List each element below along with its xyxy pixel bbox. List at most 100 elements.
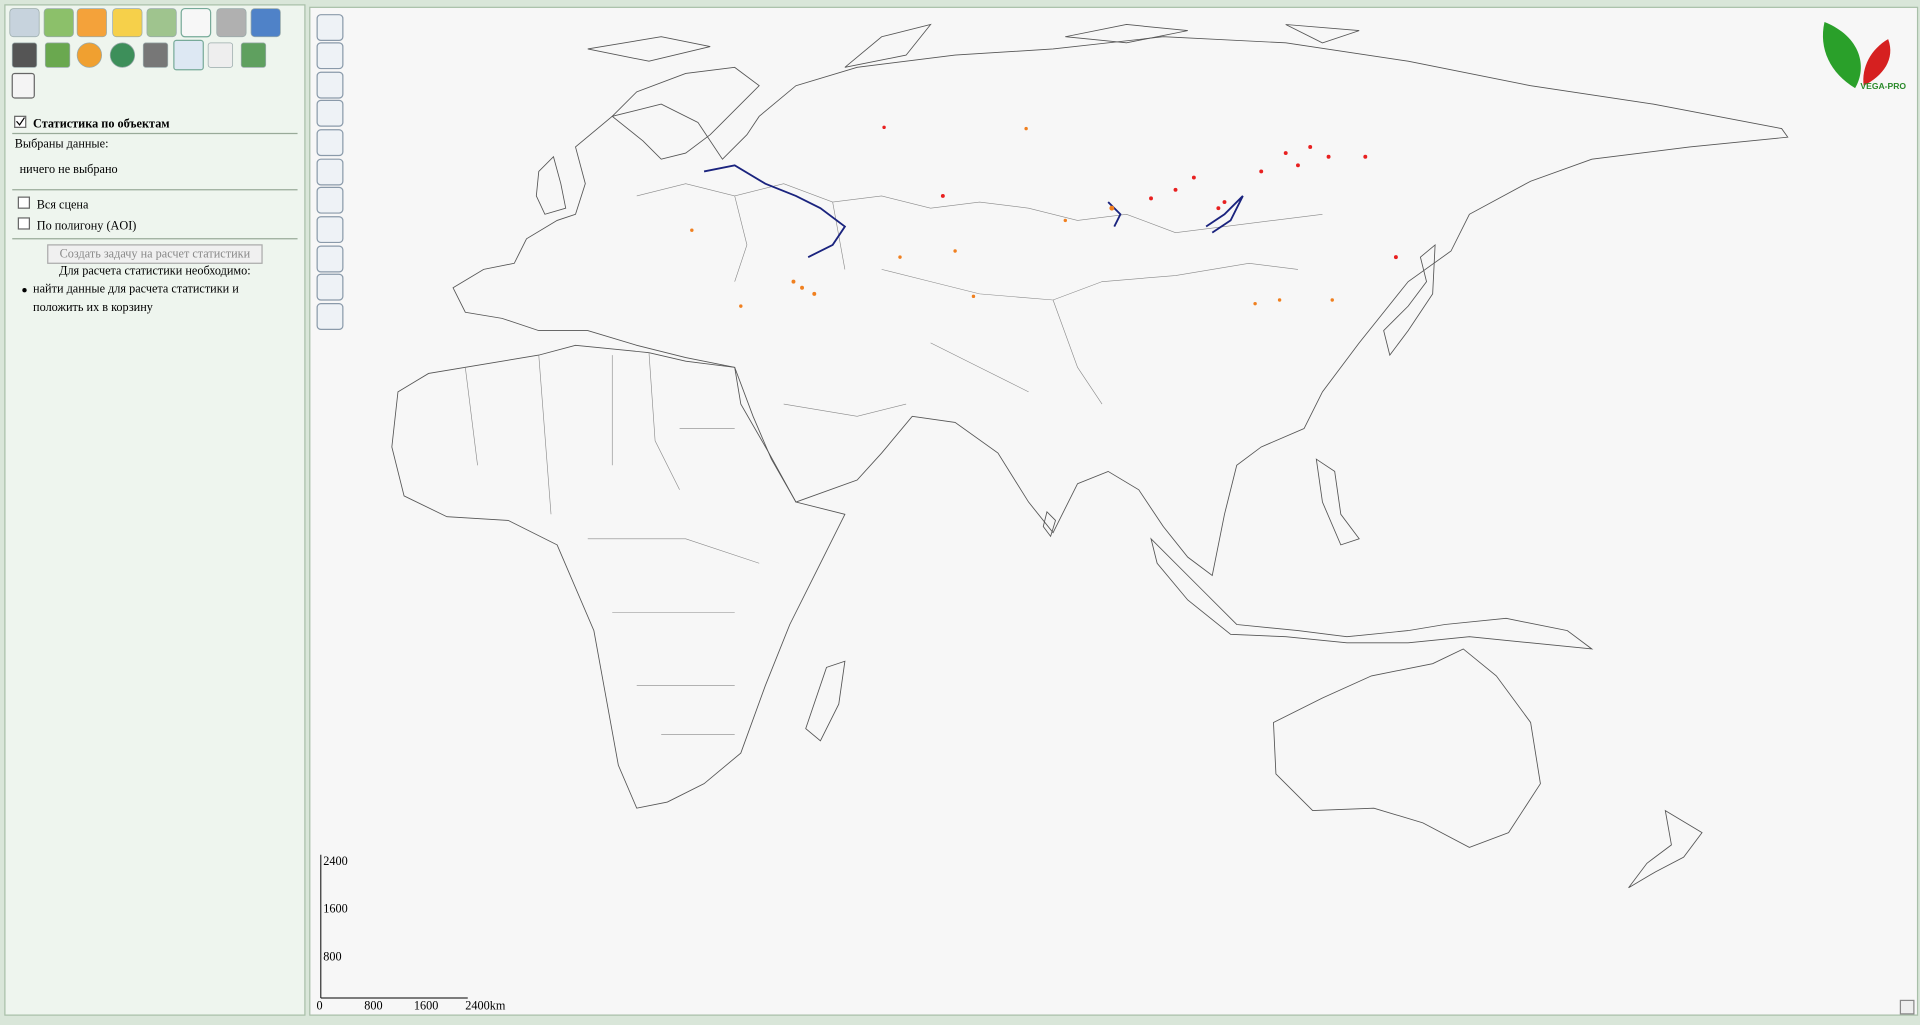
fire-point [882, 125, 886, 130]
scale-label: 1600 [414, 998, 438, 1012]
selected-label: Выбраны данные: [15, 136, 109, 150]
scandinavia [611, 66, 760, 160]
fires-red [882, 125, 1398, 260]
tool-pie[interactable] [109, 42, 136, 68]
philippines [1315, 458, 1360, 546]
pin-button[interactable] [316, 245, 344, 273]
map-toolbar [316, 14, 344, 330]
fire-point [1149, 196, 1153, 201]
zoom-extent-button[interactable] [316, 14, 344, 42]
requirement-item: найти данные для расчета статистики и по… [33, 282, 239, 315]
fire-point [1283, 151, 1288, 156]
britain [535, 155, 567, 215]
tab-layers[interactable] [146, 8, 177, 38]
fire-point [1259, 169, 1264, 174]
scale-label: 0 [317, 998, 323, 1012]
logo: VEGA-PRO [1822, 22, 1906, 91]
fire-point [971, 294, 976, 299]
checkmark [16, 117, 25, 126]
tab-satellite[interactable] [9, 8, 40, 38]
river [703, 164, 847, 258]
zoom-out-button[interactable] [316, 99, 344, 127]
tool-bands[interactable] [44, 42, 71, 68]
panel-title: Статистика по объектам [33, 117, 170, 131]
fire-point [690, 228, 694, 232]
fires-orange [690, 126, 1334, 308]
tool-statistics[interactable] [173, 39, 204, 71]
info-button[interactable] [316, 158, 344, 186]
selected-value: ничего не выбрано [20, 162, 118, 176]
fire-point [1222, 200, 1227, 204]
scale-label: 2400km [465, 998, 506, 1012]
option-checkbox[interactable] [17, 196, 30, 209]
tab-settings[interactable] [216, 8, 247, 38]
borders [465, 183, 1323, 735]
logo-leaf-green [1822, 22, 1861, 89]
side-panel [4, 4, 306, 1016]
sri-lanka [1042, 510, 1056, 538]
fire-point [1330, 298, 1334, 302]
logo-text: VEGA-PRO [1860, 81, 1906, 91]
fire-point [1363, 154, 1368, 159]
scale-label: 800 [323, 949, 341, 963]
madagascar [805, 660, 846, 742]
tool-calculator[interactable] [142, 42, 169, 68]
print-button[interactable] [316, 186, 344, 214]
fire-point [812, 291, 817, 296]
tool-list[interactable] [207, 42, 234, 68]
tab-fire[interactable] [76, 8, 107, 38]
tab-weather[interactable] [112, 8, 143, 38]
tool-cart[interactable] [11, 42, 38, 68]
fire-point [1173, 187, 1178, 192]
pan-button[interactable] [316, 42, 344, 70]
scale-label: 800 [364, 998, 382, 1012]
eurasia [452, 36, 1789, 577]
japan [1383, 243, 1436, 357]
logo-leaf-red [1863, 39, 1891, 86]
option-label: По полигону (AOI) [37, 218, 137, 232]
australia [1273, 648, 1541, 848]
fire-point [953, 249, 957, 253]
option-label: Вся сцена [37, 198, 89, 212]
map[interactable] [309, 6, 1919, 1016]
create-task-button[interactable] [47, 244, 263, 264]
zoom-in-button[interactable] [316, 71, 344, 99]
fire-point [1296, 163, 1300, 168]
scale-bar [320, 854, 468, 999]
overview-toggle[interactable] [1899, 999, 1915, 1015]
lake-baikal [1205, 195, 1244, 234]
fire-point [1393, 255, 1398, 260]
africa [391, 344, 846, 809]
fire-point [1308, 144, 1313, 149]
globe-button[interactable] [316, 273, 344, 301]
measure-button[interactable] [316, 129, 344, 157]
fire-point [940, 193, 945, 198]
fire-point [791, 279, 796, 284]
fire-point [739, 304, 743, 308]
coastlines [391, 23, 1789, 889]
tab-table[interactable] [250, 8, 281, 38]
fire-point [1253, 301, 1257, 306]
tab-tools[interactable] [180, 7, 212, 38]
polygon-button[interactable] [316, 216, 344, 244]
fire-point [1109, 205, 1115, 211]
fire-point [1191, 175, 1196, 180]
requirements-title: Для расчета статистики необходимо: [59, 264, 251, 278]
fire-points [690, 125, 1398, 308]
tool-marker[interactable] [76, 42, 102, 68]
scale-label: 1600 [323, 902, 347, 916]
fire-point [1063, 218, 1068, 223]
undo-button[interactable] [316, 303, 344, 330]
tab-bar [9, 7, 281, 38]
tab-vegetation[interactable] [43, 8, 74, 38]
tool-tasks[interactable] [11, 72, 35, 99]
fire-point [800, 285, 805, 290]
fire-point [1024, 126, 1028, 131]
tool-map[interactable] [240, 42, 267, 68]
title-checkbox[interactable] [14, 115, 27, 128]
option-checkbox[interactable] [17, 217, 30, 230]
fire-point [1277, 298, 1282, 302]
button-label: Создать задачу на расчет статистики [60, 247, 251, 261]
